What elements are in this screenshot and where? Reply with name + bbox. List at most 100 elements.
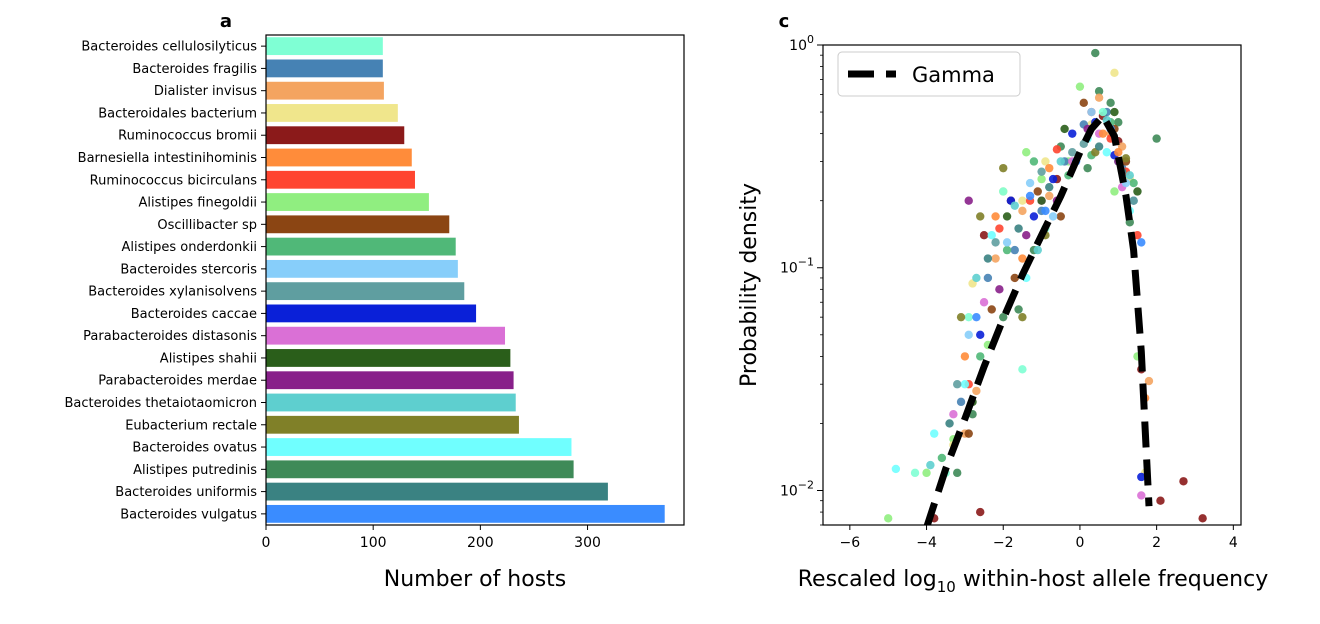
scatter-point [1129,196,1138,205]
scatter-point [1041,157,1050,166]
panel-c-legend: Gamma [837,51,1021,97]
scatter-point [930,429,939,438]
scatter-point [995,224,1004,233]
scatter-point [1022,230,1031,240]
bar [266,393,516,412]
scatter-point [1002,245,1012,255]
category-label: Bacteroides caccae [131,307,257,322]
category-label: Dialister invisus [154,84,257,99]
scatter-point [1102,148,1111,157]
scatter-point [1094,87,1104,96]
scatter-point [1045,182,1054,192]
bar [266,59,383,78]
scatter-point [922,468,931,478]
scatter-point [953,468,962,478]
scatter-point [1037,174,1046,184]
bar [266,193,429,211]
scatter-point [1094,93,1104,102]
scatter-point [1083,163,1092,173]
x-tick-label: 0 [1075,535,1084,551]
x-tick-label: 2 [1152,535,1161,551]
scatter-point [1110,68,1119,78]
scatter-point [1060,124,1069,134]
bar [266,326,506,345]
scatter-point [1002,238,1012,247]
scatter-point [1018,254,1027,263]
scatter-point [976,507,985,517]
scatter-point [956,397,966,407]
bar [266,104,398,122]
category-label: Parabacteroides merdae [98,374,257,389]
panel-c-plot-area [883,48,1207,525]
scatter-point [1198,514,1207,523]
scatter-point [1121,154,1131,163]
scatter-point [1048,212,1058,221]
scatter-point [987,305,996,314]
legend-gamma-label: Gamma [912,63,995,87]
scatter-point [1010,201,1019,210]
scatter-point [953,380,962,389]
x-tick-label: 100 [360,535,387,551]
scatter-point [1129,178,1138,188]
scatter-point [1010,273,1019,283]
scatter-point [1056,212,1065,221]
scatter-point [1045,191,1054,201]
scatter-point [999,187,1008,196]
scatter-point [987,230,996,240]
scatter-point [1137,491,1146,500]
scatter-point [1033,187,1042,196]
x-tick-label: −6 [840,535,861,551]
scatter-point [1025,191,1035,201]
panel-c-x-ticks: −6 −4 −2 0 2 4 [840,525,1238,551]
scatter-point [1106,98,1115,108]
scatter-point [949,410,958,419]
bar [266,304,477,323]
bar [266,37,383,56]
panel-a-category-labels: Bacteroides cellulosilyticus Bacteroides … [64,40,266,522]
scatter-point [979,230,989,240]
scatter-point [1068,129,1077,138]
scatter-point [1114,118,1123,127]
scatter-point [964,429,973,438]
scatter-point [1018,206,1027,216]
scatter-point [1002,212,1012,221]
y-tick-label: 10−1 [780,256,814,277]
scatter-point [960,380,970,389]
category-label: Alistipes putredinis [133,463,257,478]
y-tick-label: 10−2 [780,478,814,499]
scatter-point [910,468,920,478]
bar [266,504,665,523]
bar [266,259,458,278]
bar [266,148,412,167]
panel-c-plot-frame [822,44,1242,526]
scatter-point [1029,157,1039,166]
scatter-point [1014,224,1023,233]
category-label: Bacteroides thetaiotaomicron [64,396,257,411]
scatter-point [1018,312,1027,322]
category-label: Ruminococcus bromii [118,129,257,144]
category-label: Bacteroides vulgatus [120,507,257,522]
bar [266,170,415,189]
scatter-point [972,273,981,283]
scatter-point [979,298,989,307]
scatter-point [1179,477,1188,486]
scatter-point [1156,496,1165,505]
scatter-point [972,386,981,396]
bar [266,460,574,479]
category-label: Bacteroidales bacterium [98,106,257,121]
scatter-point [1041,206,1050,216]
scatter-point [964,330,973,340]
scatter-point [1068,148,1077,157]
scatter-point [1087,107,1096,117]
x-tick-label: 0 [262,535,271,551]
panel-c-scatter-points [883,48,1207,523]
bar [266,482,608,501]
scatter-point [976,352,985,361]
scatter-point [972,312,981,322]
panel-a-bars [266,37,665,523]
scatter-point [960,352,970,361]
scatter-point [891,464,901,474]
scatter-point [1110,187,1119,196]
x-label-subscript: 10 [937,578,956,596]
category-label: Alistipes onderdonkii [121,240,257,255]
